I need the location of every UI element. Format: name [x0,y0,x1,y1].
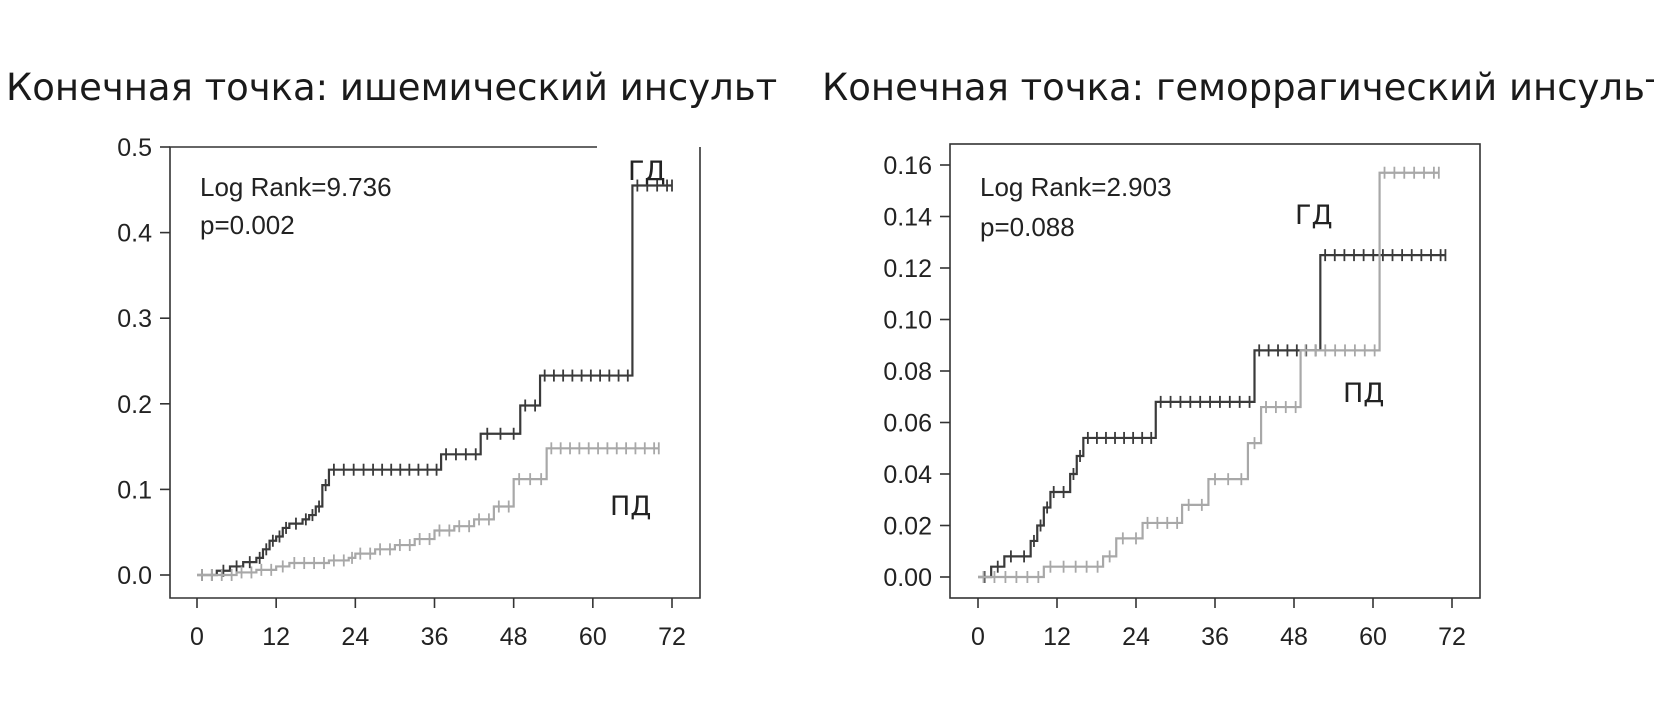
series-label-pd-hemorrhagic: ПД [1343,378,1384,409]
series-label-gd-hemorrhagic: ГД [1295,200,1333,231]
chart-title-hemorrhagic: Конечная точка: геморрагический инсульт [822,66,1654,109]
x-tick-label-ischemic: 36 [421,623,449,651]
x-tick-label-ischemic: 48 [500,623,528,651]
series-label-pd-ischemic: ПД [610,491,651,522]
series-line-gd-hemorrhagic [978,254,1446,579]
x-tick-label-hemorrhagic: 0 [971,623,985,651]
y-tick-label-hemorrhagic: 0.02 [883,513,932,541]
chart-title-ischemic: Конечная точка: ишемический инсульт [6,66,778,109]
p-value-ischemic: p=0.002 [200,210,295,240]
series-line-pd-hemorrhagic [978,171,1439,579]
x-tick-label-hemorrhagic: 48 [1280,623,1308,651]
x-tick-label-hemorrhagic: 24 [1122,623,1150,651]
p-value-hemorrhagic: p=0.088 [980,212,1075,242]
y-tick-label-hemorrhagic: 0.10 [883,307,932,335]
x-tick-label-ischemic: 60 [579,623,607,651]
series-line-pd-ischemic [197,447,659,577]
x-tick-label-ischemic: 24 [341,623,369,651]
y-tick-label-ischemic: 0.2 [117,391,152,419]
y-tick-label-ischemic: 0.3 [117,305,152,333]
y-tick-label-hemorrhagic: 0.06 [883,410,932,438]
x-tick-label-ischemic: 72 [658,623,686,651]
y-tick-label-hemorrhagic: 0.08 [883,358,932,386]
y-tick-label-hemorrhagic: 0.12 [883,255,932,283]
x-tick-label-ischemic: 0 [190,623,204,651]
y-tick-label-hemorrhagic: 0.16 [883,152,932,180]
plot-frame-ischemic [169,146,701,599]
y-tick-label-ischemic: 0.1 [117,476,152,504]
y-tick-label-hemorrhagic: 0.14 [883,204,932,232]
x-tick-label-hemorrhagic: 72 [1438,623,1466,651]
x-tick-label-ischemic: 12 [262,623,290,651]
series-label-gd-ischemic: ГД [628,156,666,187]
x-tick-label-hemorrhagic: 36 [1201,623,1229,651]
log-rank-ischemic: Log Rank=9.736 [200,172,392,202]
y-tick-label-ischemic: 0.5 [117,134,152,162]
log-rank-hemorrhagic: Log Rank=2.903 [980,172,1172,202]
y-tick-label-ischemic: 0.0 [117,562,152,590]
y-tick-label-hemorrhagic: 0.00 [883,564,932,592]
y-tick-label-hemorrhagic: 0.04 [883,461,932,489]
y-tick-label-ischemic: 0.4 [117,220,152,248]
x-tick-label-hemorrhagic: 12 [1043,623,1071,651]
x-tick-label-hemorrhagic: 60 [1359,623,1387,651]
